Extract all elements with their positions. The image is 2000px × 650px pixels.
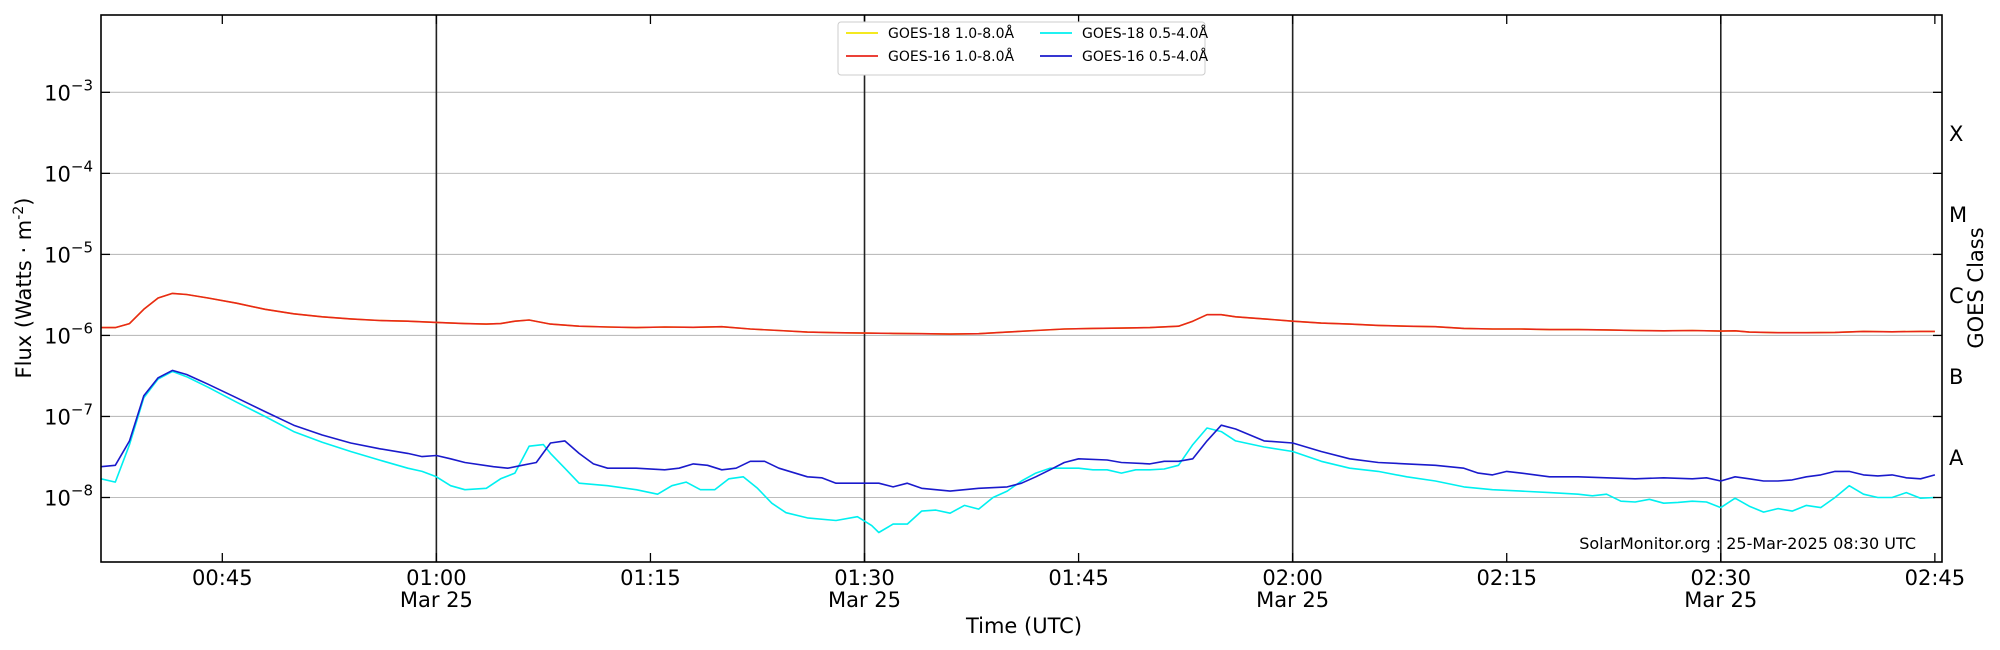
- series-line-2: [100, 370, 1935, 534]
- goes-class-label: C: [1949, 284, 1964, 308]
- x-tick-label: 01:30: [834, 566, 895, 590]
- x-tick-label: 02:30: [1691, 566, 1752, 590]
- y-tick-label: 10−4: [44, 157, 93, 186]
- y-tick-label: 10−7: [44, 400, 93, 429]
- goes-class-labels: A B C M X: [1949, 122, 1967, 470]
- goes-class-axis-title: GOES Class: [1964, 227, 1988, 348]
- x-tick-label: 02:15: [1476, 566, 1537, 590]
- y-tick-label: 10−5: [44, 238, 93, 267]
- series-line-1: [101, 292, 1935, 335]
- x-tick-label: 01:00: [406, 566, 467, 590]
- x-axis-title: Time (UTC): [965, 614, 1082, 638]
- legend-entry-label: GOES-16 1.0-8.0Å: [888, 48, 1014, 65]
- y-tick-label: 10−3: [44, 76, 93, 105]
- legend-entry-label: GOES-18 0.5-4.0Å: [1082, 25, 1208, 42]
- y-tick-label: 10−6: [44, 319, 93, 348]
- x-tick-label: 01:15: [620, 566, 681, 590]
- grid-layer: [101, 15, 1942, 562]
- x-tick-date-label: Mar 25: [1256, 588, 1329, 612]
- goes-class-label: X: [1949, 122, 1963, 146]
- series-line-3: [100, 369, 1936, 492]
- series-layer: [100, 292, 1936, 534]
- goes-class-label: A: [1949, 446, 1964, 470]
- goes-class-label: B: [1949, 365, 1963, 389]
- plot-frame: [100, 14, 1943, 563]
- y-axis-title: Flux (Watts · m-2): [11, 198, 36, 379]
- x-tick-date-label: Mar 25: [400, 588, 473, 612]
- legend-entry-label: GOES-16 0.5-4.0Å: [1082, 48, 1208, 65]
- credit-text: SolarMonitor.org : 25-Mar-2025 08:30 UTC: [1579, 534, 1916, 553]
- y-tick-label: 10−8: [44, 482, 93, 511]
- legend: GOES-18 1.0-8.0Å GOES-16 1.0-8.0Å GOES-18 …: [837, 21, 1208, 76]
- legend-entry-label: GOES-18 1.0-8.0Å: [888, 25, 1014, 42]
- legend-box: [837, 21, 1206, 76]
- x-tick-label: 02:00: [1262, 566, 1323, 590]
- goes-class-label: M: [1949, 203, 1967, 227]
- x-tick-label: 01:45: [1048, 566, 1109, 590]
- x-tick-label: 00:45: [192, 566, 253, 590]
- x-tick-label: 02:45: [1905, 566, 1966, 590]
- x-tick-date-label: Mar 25: [1684, 588, 1757, 612]
- x-tick-date-label: Mar 25: [828, 588, 901, 612]
